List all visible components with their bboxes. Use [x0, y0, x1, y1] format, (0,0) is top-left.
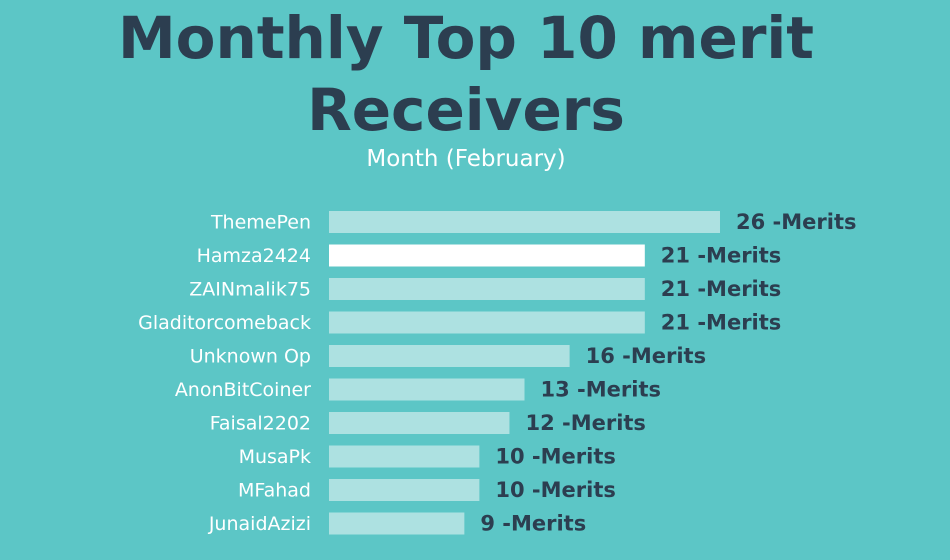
bar	[329, 244, 645, 267]
category-label: Faisal2202	[210, 413, 311, 435]
category-label: ThemePen	[210, 212, 311, 234]
chart-subtitle: Month (February)	[366, 146, 566, 172]
value-label: 21 -Merits	[661, 244, 781, 268]
bar	[329, 378, 525, 401]
value-label: 10 -Merits	[495, 478, 615, 502]
bar	[329, 512, 465, 535]
value-label: 10 -Merits	[495, 445, 615, 469]
bar	[329, 412, 510, 434]
bar	[329, 278, 645, 300]
value-label: 26 -Merits	[736, 210, 856, 234]
value-label: 21 -Merits	[661, 277, 781, 301]
category-label: MusaPk	[239, 446, 311, 468]
value-label: 21 -Merits	[661, 311, 781, 335]
bar	[329, 445, 480, 468]
category-label: Unknown Op	[190, 346, 311, 368]
value-label: 12 -Merits	[525, 411, 645, 435]
value-label: 13 -Merits	[541, 378, 661, 402]
chart-title: Monthly Top 10 merit Receivers	[117, 4, 815, 144]
value-label: 9 -Merits	[480, 512, 586, 536]
category-label: ZAINmalik75	[189, 279, 311, 301]
value-label: 16 -Merits	[586, 344, 706, 368]
category-label: MFahad	[238, 480, 311, 502]
bar	[329, 479, 480, 501]
bar	[329, 345, 570, 367]
category-label: Hamza2424	[197, 245, 311, 267]
bar	[329, 311, 645, 334]
category-label: Gladitorcomeback	[138, 312, 311, 334]
bar	[329, 211, 720, 233]
category-label: AnonBitCoiner	[175, 379, 311, 401]
category-label: JunaidAzizi	[208, 513, 311, 535]
